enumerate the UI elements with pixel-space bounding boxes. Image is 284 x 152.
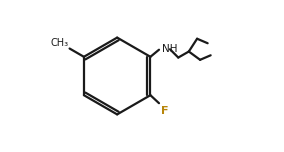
Text: F: F	[161, 106, 168, 116]
Text: CH₃: CH₃	[51, 38, 69, 48]
Text: NH: NH	[162, 43, 177, 54]
